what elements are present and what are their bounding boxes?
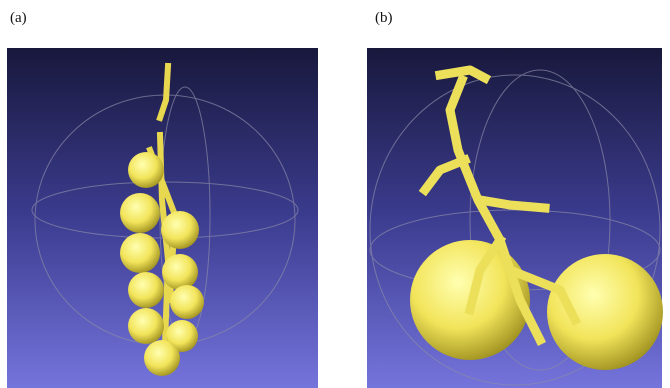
page: (a) (b)	[0, 0, 670, 388]
panel-label: (b)	[375, 10, 393, 26]
render-panel-b	[367, 48, 663, 388]
figure: (a) (b)	[0, 0, 670, 388]
panel-label: (a)	[10, 10, 27, 26]
render-panel-a	[7, 48, 318, 388]
